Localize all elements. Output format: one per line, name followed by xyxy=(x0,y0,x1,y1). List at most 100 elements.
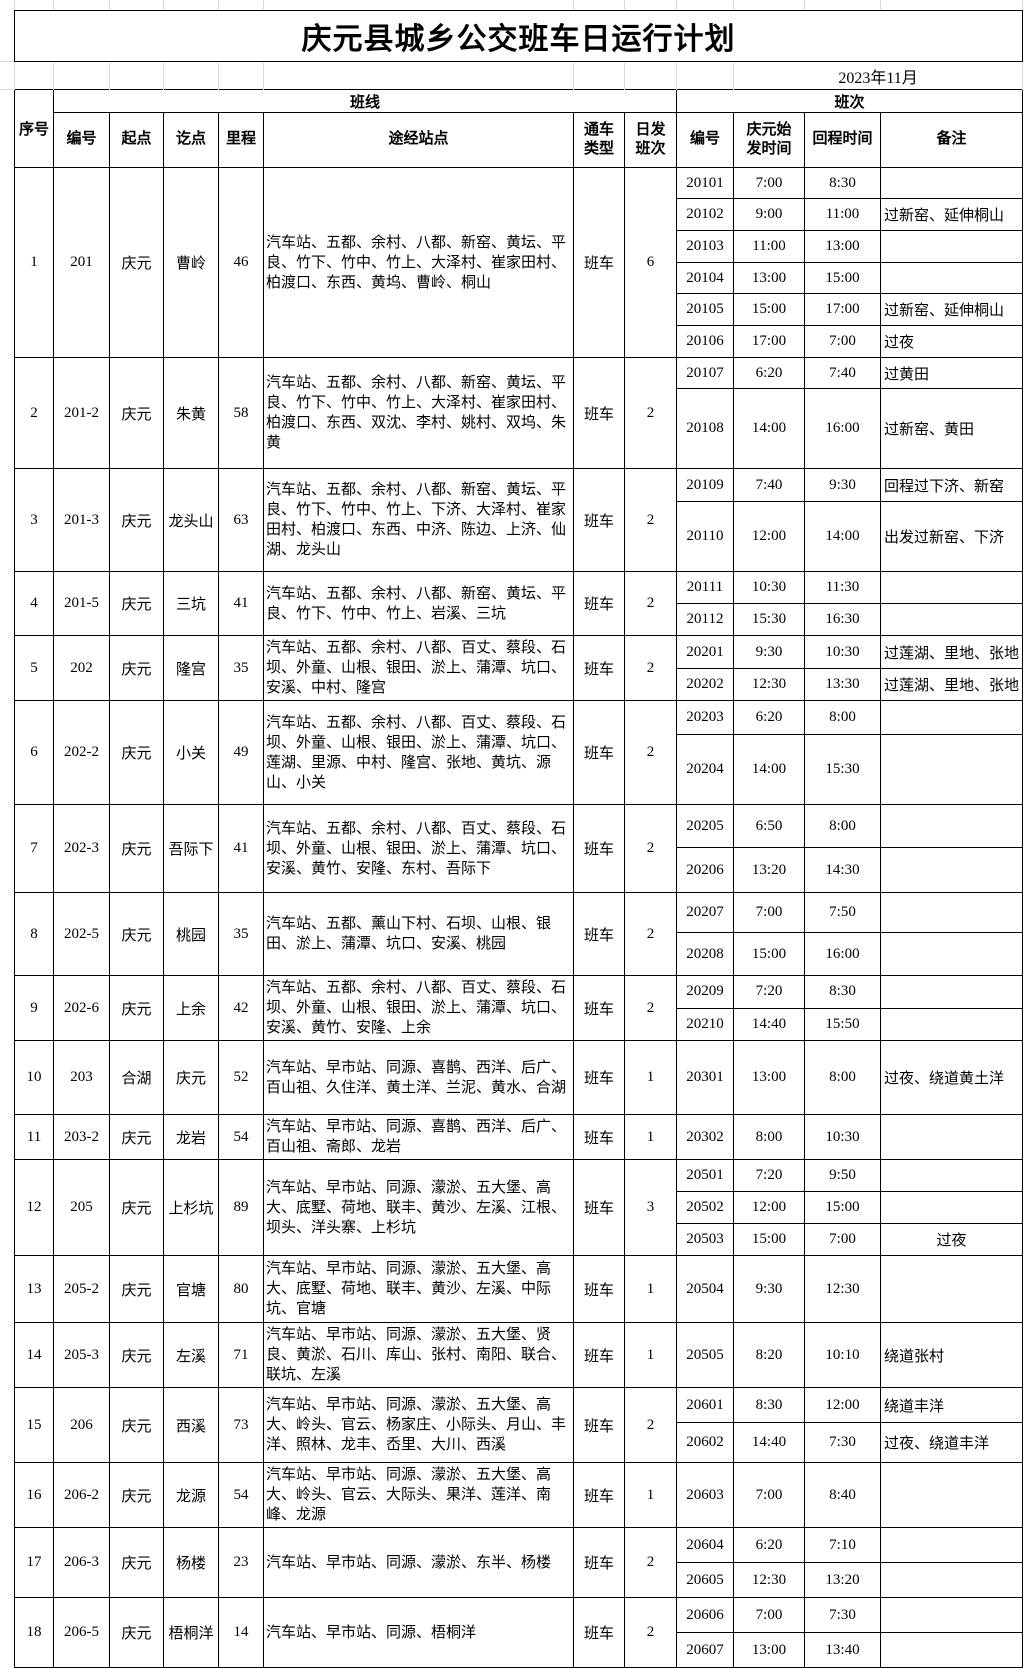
vehicle-type-cell: 班车 xyxy=(573,804,625,893)
route-code-cell: 206-2 xyxy=(53,1462,110,1528)
header-distance: 里程 xyxy=(218,112,264,168)
remark-cell xyxy=(879,1007,1024,1041)
seq-cell: 6 xyxy=(14,700,54,805)
page-title: 庆元县城乡公交班车日运行计划 xyxy=(13,10,1024,62)
remark-cell xyxy=(879,700,1024,735)
route-row: 11 203-2 庆元 龙岩 54 汽车站、早市站、同源、喜鹊、西洋、后广、百山祖、斋郎、… xyxy=(14,1114,1024,1160)
distance-cell: 54 xyxy=(218,1114,264,1160)
remark-cell xyxy=(879,167,1024,199)
origin-cell: 庆元 xyxy=(109,700,164,805)
empty-cell xyxy=(53,61,110,90)
depart-time-cell: 12:30 xyxy=(733,1562,805,1598)
trip-no-cell: 20604 xyxy=(676,1527,734,1563)
seq-cell: 5 xyxy=(14,635,54,701)
remark-cell xyxy=(879,847,1024,893)
stops-cell: 汽车站、早市站、同源、喜鹊、西洋、后广、百山祖、斋郎、龙岩 xyxy=(263,1114,574,1160)
origin-cell: 庆元 xyxy=(109,1114,164,1160)
return-time-cell: 8:00 xyxy=(804,804,881,848)
remark-cell xyxy=(879,262,1024,294)
return-time-cell: 7:30 xyxy=(804,1597,881,1633)
seq-cell: 8 xyxy=(14,892,54,976)
return-time-cell: 10:10 xyxy=(804,1322,881,1388)
grid-margin-cell xyxy=(14,0,54,10)
daily-trips-cell: 2 xyxy=(624,804,677,893)
depart-time-cell: 15:00 xyxy=(733,1223,805,1256)
trip-row: 20208 15:00 16:00 xyxy=(15,932,1024,976)
header-dest: 讫点 xyxy=(163,112,219,168)
return-time-cell: 13:00 xyxy=(804,230,881,263)
depart-time-cell: 9:30 xyxy=(733,634,805,670)
depart-time-cell: 11:00 xyxy=(733,230,805,263)
seq-cell: 9 xyxy=(14,975,54,1041)
vehicle-type-cell: 班车 xyxy=(573,1462,625,1528)
seq-cell: 7 xyxy=(14,804,54,893)
daily-trips-cell: 2 xyxy=(624,635,677,701)
origin-cell: 庆元 xyxy=(109,892,164,976)
trip-no-cell: 20107 xyxy=(676,357,734,389)
route-code-cell: 203 xyxy=(53,1040,110,1115)
depart-time-cell: 13:00 xyxy=(733,1040,805,1115)
vehicle-type-cell: 班车 xyxy=(573,357,625,469)
route-code-cell: 201-3 xyxy=(53,468,110,572)
grid-margin-cell xyxy=(625,0,677,10)
dest-cell: 吾际下 xyxy=(163,804,219,893)
trip-row: 20202 12:30 13:30 过莲湖、里地、张地 xyxy=(15,668,1024,701)
stops-cell: 汽车站、五都、余村、八都、百丈、蔡段、石坝、外童、山根、银田、淤上、蒲潭、坑口、… xyxy=(263,700,574,805)
return-time-cell: 8:30 xyxy=(804,975,881,1009)
distance-cell: 52 xyxy=(218,1040,264,1115)
route-code-cell: 202-5 xyxy=(53,892,110,976)
empty-cell xyxy=(218,61,264,90)
stops-cell: 汽车站、五都、余村、八都、百丈、蔡段、石坝、外童、山根、银田、淤上、蒲潭、坑口、… xyxy=(263,635,574,701)
remark-cell xyxy=(879,892,1024,933)
trip-no-cell: 20202 xyxy=(676,668,734,701)
remark-cell: 回程过下济、新窑 xyxy=(879,468,1024,502)
remark-cell: 过夜、绕道丰洋 xyxy=(879,1422,1024,1463)
route-row: 12 205 庆元 上杉坑 89 汽车站、早市站、同源、濛淤、五大堡、高大、底墅、荷地、联… xyxy=(14,1159,1024,1256)
stops-cell: 汽车站、早市站、同源、濛淤、五大堡、贤良、黄淤、石川、库山、张村、南阳、联合、联… xyxy=(263,1322,574,1388)
remark-cell: 过新窑、黄田 xyxy=(879,388,1024,469)
distance-cell: 23 xyxy=(218,1527,264,1598)
stops-cell: 汽车站、五都、余村、八都、新窑、黄坛、平良、竹下、竹中、竹上、下济、大泽村、崔家… xyxy=(263,468,574,572)
trip-no-cell: 20102 xyxy=(676,198,734,231)
origin-cell: 庆元 xyxy=(109,804,164,893)
remark-cell: 过夜 xyxy=(879,325,1024,358)
depart-time-cell: 13:00 xyxy=(733,1632,805,1668)
stops-cell: 汽车站、五都、余村、八都、百丈、蔡段、石坝、外童、山根、银田、淤上、蒲潭、坑口、… xyxy=(263,804,574,893)
header-origin: 起点 xyxy=(109,112,164,168)
origin-cell: 庆元 xyxy=(109,468,164,572)
vehicle-type-cell: 班车 xyxy=(573,975,625,1041)
depart-time-cell: 12:00 xyxy=(733,501,805,572)
header-depart-time: 庆元始 发时间 xyxy=(733,112,805,168)
origin-cell: 合湖 xyxy=(109,1040,164,1115)
daily-trips-cell: 1 xyxy=(624,1114,677,1160)
seq-cell: 16 xyxy=(14,1462,54,1528)
stops-cell: 汽车站、早市站、同源、梧桐洋 xyxy=(263,1597,574,1668)
stops-cell: 汽车站、五都、余村、八都、新窑、黄坛、平良、竹下、竹中、竹上、大泽村、崔家田村、… xyxy=(263,167,574,358)
remark-cell xyxy=(879,1562,1024,1598)
return-time-cell: 7:00 xyxy=(804,1223,881,1256)
seq-cell: 10 xyxy=(14,1040,54,1115)
return-time-cell: 7:50 xyxy=(804,892,881,933)
header-stops: 途经站点 xyxy=(263,112,574,168)
dest-cell: 三坑 xyxy=(163,571,219,636)
route-row: 13 205-2 庆元 官塘 80 汽车站、早市站、同源、濛淤、五大堡、高大、底墅、荷地、… xyxy=(14,1255,1024,1323)
depart-time-cell: 13:20 xyxy=(733,847,805,893)
distance-cell: 89 xyxy=(218,1159,264,1256)
depart-time-cell: 8:00 xyxy=(733,1114,805,1160)
trip-no-cell: 20503 xyxy=(676,1223,734,1256)
distance-cell: 42 xyxy=(218,975,264,1041)
trip-no-cell: 20209 xyxy=(676,975,734,1009)
return-time-cell: 16:30 xyxy=(804,603,881,636)
header-daily-trips: 日发 班次 xyxy=(624,112,677,168)
header-route-code: 编号 xyxy=(53,112,110,168)
remark-cell: 绕道丰洋 xyxy=(879,1387,1024,1423)
trip-no-cell: 20108 xyxy=(676,388,734,469)
depart-time-cell: 7:00 xyxy=(733,1597,805,1633)
grid-margin-cell xyxy=(164,0,219,10)
route-row: 5 202 庆元 隆宫 35 汽车站、五都、余村、八都、百丈、蔡段、石坝、外童、山根、银田… xyxy=(14,634,1024,701)
trip-no-cell: 20607 xyxy=(676,1632,734,1668)
route-row: 7 202-3 庆元 吾际下 41 汽车站、五都、余村、八都、百丈、蔡段、石坝、外童、山根… xyxy=(14,804,1024,893)
remark-cell: 过新窑、延伸桐山 xyxy=(879,198,1024,231)
origin-cell: 庆元 xyxy=(109,1255,164,1323)
distance-cell: 41 xyxy=(218,804,264,893)
